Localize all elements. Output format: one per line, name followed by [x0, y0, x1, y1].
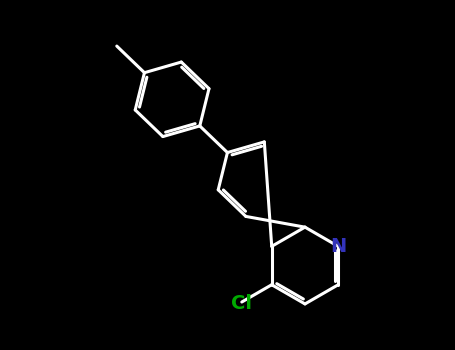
Text: Cl: Cl — [231, 294, 253, 314]
Text: N: N — [330, 237, 346, 256]
